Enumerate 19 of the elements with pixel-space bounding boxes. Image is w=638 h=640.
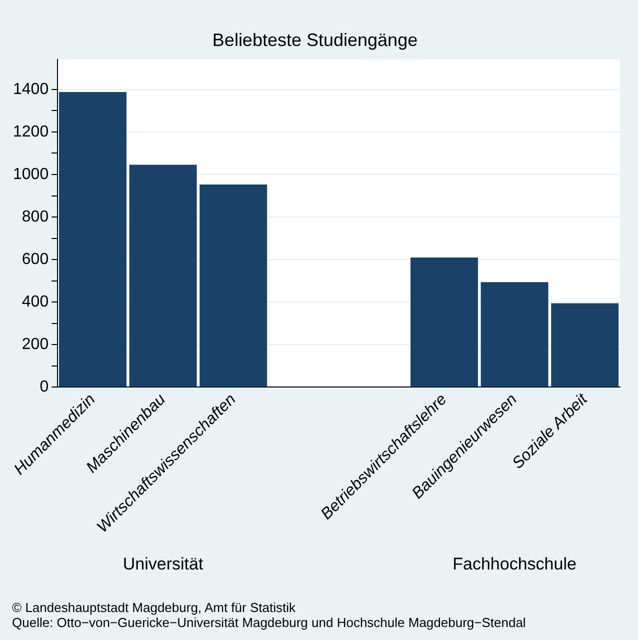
text: Fachhochschule (452, 554, 576, 574)
bar (129, 164, 197, 387)
y-tick-label: 1000 (13, 166, 49, 183)
y-tick-label: 600 (22, 250, 49, 268)
text: Universität (122, 554, 204, 574)
bar (551, 303, 619, 387)
bar (59, 92, 126, 387)
y-tick-label: 800 (22, 208, 49, 226)
text: © Landeshauptstadt Magdeburg, Amt für Statistik (12, 600, 296, 615)
bar (410, 257, 478, 387)
y-tick-label: 200 (22, 336, 49, 354)
y-tick-label: 0 (40, 378, 49, 396)
y-tick-label: 400 (22, 294, 49, 311)
y-tick-label: 1200 (13, 123, 49, 140)
y-tick-label: 1400 (13, 80, 49, 98)
bar (200, 184, 268, 387)
chart-title: Beliebteste Studiengänge (212, 30, 418, 50)
bar (480, 282, 548, 387)
source-note: Quelle: Otto−von−Guericke−Universität Magdeburg und Hochschule Magdeburg−Stendal (12, 615, 527, 630)
